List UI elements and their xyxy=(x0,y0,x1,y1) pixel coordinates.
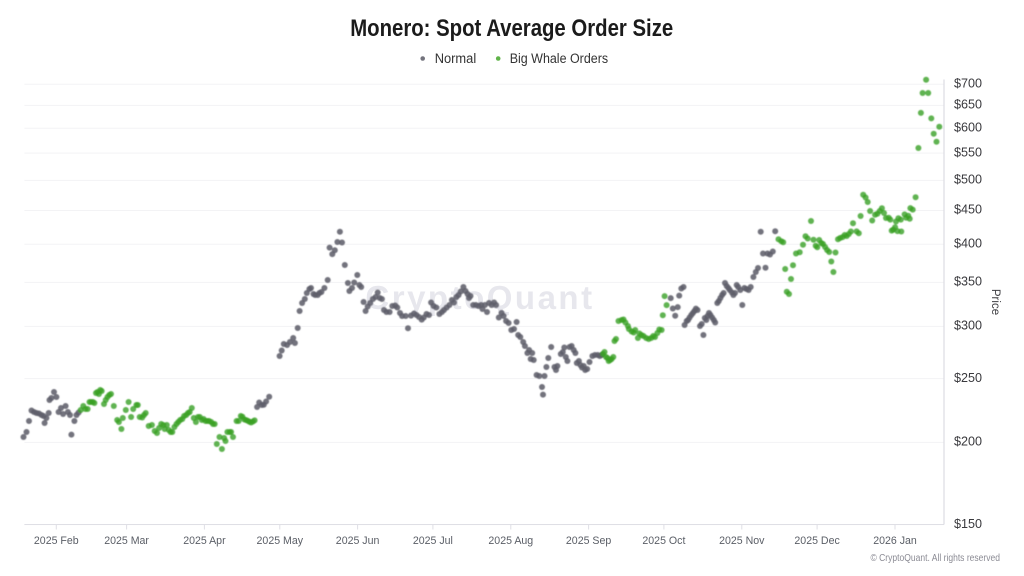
svg-text:$400: $400 xyxy=(954,236,982,250)
svg-text:2025 Jun: 2025 Jun xyxy=(336,535,380,547)
svg-text:$200: $200 xyxy=(954,435,982,449)
svg-text:2025 Feb: 2025 Feb xyxy=(34,535,79,547)
svg-text:Big Whale Orders: Big Whale Orders xyxy=(510,51,609,66)
svg-text:2025 Dec: 2025 Dec xyxy=(794,535,840,547)
svg-text:2025 Nov: 2025 Nov xyxy=(719,535,765,547)
svg-text:2026 Jan: 2026 Jan xyxy=(873,535,917,547)
svg-text:Monero: Spot Average Order Siz: Monero: Spot Average Order Size xyxy=(350,15,673,42)
svg-text:$550: $550 xyxy=(954,145,982,159)
svg-text:2025 Apr: 2025 Apr xyxy=(183,535,226,547)
svg-text:$450: $450 xyxy=(954,203,982,217)
svg-text:$300: $300 xyxy=(954,319,982,333)
svg-text:$250: $250 xyxy=(954,371,982,385)
svg-text:2025 Oct: 2025 Oct xyxy=(642,535,685,547)
svg-text:Price: Price xyxy=(989,289,1001,315)
svg-text:$350: $350 xyxy=(954,275,982,289)
svg-text:2025 Mar: 2025 Mar xyxy=(104,535,149,547)
svg-text:$150: $150 xyxy=(954,517,982,531)
svg-text:$600: $600 xyxy=(954,121,982,135)
svg-text:CryptoQuant: CryptoQuant xyxy=(365,279,594,316)
svg-text:$500: $500 xyxy=(954,173,982,187)
svg-text:2025 May: 2025 May xyxy=(257,535,304,547)
svg-text:2025 Sep: 2025 Sep xyxy=(566,535,611,547)
svg-text:Normal: Normal xyxy=(435,51,477,66)
svg-text:$700: $700 xyxy=(954,76,982,90)
svg-text:2025 Aug: 2025 Aug xyxy=(488,535,533,547)
svg-text:2025 Jul: 2025 Jul xyxy=(413,535,453,547)
svg-text:© CryptoQuant. All rights rese: © CryptoQuant. All rights reserved xyxy=(871,553,1001,564)
svg-text:$650: $650 xyxy=(954,98,982,112)
